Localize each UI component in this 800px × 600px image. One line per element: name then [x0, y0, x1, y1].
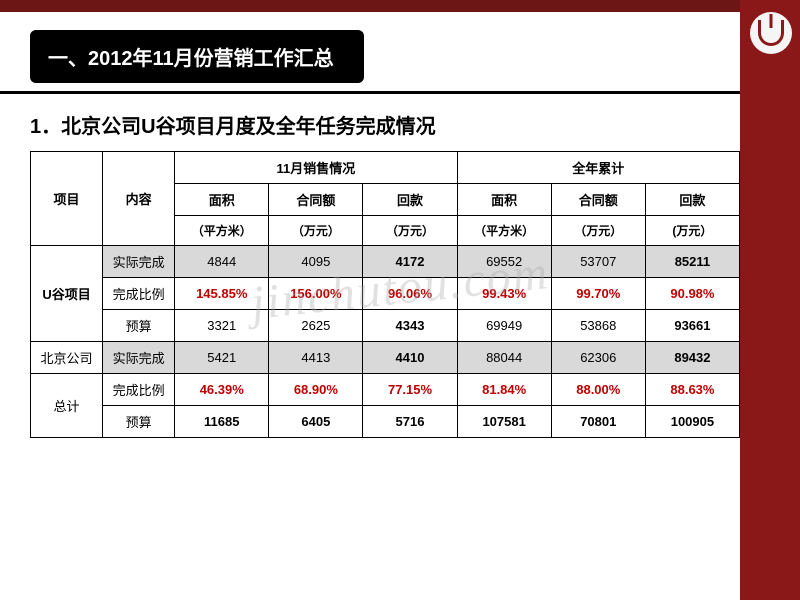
row-actual: 实际完成 — [103, 342, 175, 374]
col-contract: 合同额 — [551, 184, 645, 216]
row-budget: 预算 — [103, 406, 175, 438]
cell: 85211 — [645, 246, 739, 278]
row-proj-u: U谷项目 — [31, 246, 103, 342]
row-ratio: 完成比例 — [103, 278, 175, 310]
cell: 53868 — [551, 310, 645, 342]
cell: 88.63% — [645, 374, 739, 406]
col-project: 项目 — [31, 152, 103, 246]
cell: 3321 — [175, 310, 269, 342]
cell: 68.90% — [269, 374, 363, 406]
cell: 4172 — [363, 246, 457, 278]
row-proj-bj: 北京公司 — [31, 342, 103, 374]
cell: 46.39% — [175, 374, 269, 406]
col-content: 内容 — [103, 152, 175, 246]
cell: 4844 — [175, 246, 269, 278]
table-row: U谷项目 实际完成 4844 4095 4172 69552 53707 852… — [31, 246, 740, 278]
cell: 2625 — [269, 310, 363, 342]
cell: 69949 — [457, 310, 551, 342]
table-row: 总计 完成比例 46.39% 68.90% 77.15% 81.84% 88.0… — [31, 374, 740, 406]
cell: 53707 — [551, 246, 645, 278]
logo-icon — [758, 20, 784, 46]
unit-area: （平方米） — [175, 216, 269, 246]
cell: 145.85% — [175, 278, 269, 310]
table-row: 完成比例 145.85% 156.00% 96.06% 99.43% 99.70… — [31, 278, 740, 310]
cell: 11685 — [175, 406, 269, 438]
cell: 5716 — [363, 406, 457, 438]
cell: 4343 — [363, 310, 457, 342]
row-ratio: 完成比例 — [103, 374, 175, 406]
cell: 96.06% — [363, 278, 457, 310]
col-area: 面积 — [457, 184, 551, 216]
col-year-group: 全年累计 — [457, 152, 739, 184]
col-nov-group: 11月销售情况 — [175, 152, 457, 184]
cell: 62306 — [551, 342, 645, 374]
title-underline — [0, 91, 740, 94]
cell: 99.43% — [457, 278, 551, 310]
row-proj-total: 总计 — [31, 374, 103, 438]
unit-wan: （万元） — [551, 216, 645, 246]
cell: 89432 — [645, 342, 739, 374]
cell: 5421 — [175, 342, 269, 374]
table-row: 预算 11685 6405 5716 107581 70801 100905 — [31, 406, 740, 438]
cell: 107581 — [457, 406, 551, 438]
row-actual: 实际完成 — [103, 246, 175, 278]
cell: 90.98% — [645, 278, 739, 310]
page-title: 一、2012年11月份营销工作汇总 — [30, 30, 364, 83]
col-payment: 回款 — [363, 184, 457, 216]
top-bar — [0, 0, 800, 12]
table-row: 预算 3321 2625 4343 69949 53868 93661 — [31, 310, 740, 342]
cell: 100905 — [645, 406, 739, 438]
cell: 69552 — [457, 246, 551, 278]
cell: 93661 — [645, 310, 739, 342]
cell: 156.00% — [269, 278, 363, 310]
cell: 70801 — [551, 406, 645, 438]
col-payment: 回款 — [645, 184, 739, 216]
row-budget: 预算 — [103, 310, 175, 342]
col-area: 面积 — [175, 184, 269, 216]
unit-area: （平方米） — [457, 216, 551, 246]
page-subtitle: 1．北京公司U谷项目月度及全年任务完成情况 — [30, 110, 800, 139]
unit-wan-b: (万元） — [645, 216, 739, 246]
cell: 88044 — [457, 342, 551, 374]
unit-wan: （万元） — [363, 216, 457, 246]
cell: 4095 — [269, 246, 363, 278]
cell: 99.70% — [551, 278, 645, 310]
col-contract: 合同额 — [269, 184, 363, 216]
unit-wan: （万元） — [269, 216, 363, 246]
cell: 81.84% — [457, 374, 551, 406]
cell: 4410 — [363, 342, 457, 374]
logo — [750, 12, 792, 54]
cell: 77.15% — [363, 374, 457, 406]
table-header-row: 项目 内容 11月销售情况 全年累计 — [31, 152, 740, 184]
cell: 88.00% — [551, 374, 645, 406]
side-bar — [740, 0, 800, 600]
data-table: 项目 内容 11月销售情况 全年累计 面积 合同额 回款 面积 合同额 回款 （… — [30, 151, 740, 438]
table-row: 北京公司 实际完成 5421 4413 4410 88044 62306 894… — [31, 342, 740, 374]
cell: 6405 — [269, 406, 363, 438]
cell: 4413 — [269, 342, 363, 374]
